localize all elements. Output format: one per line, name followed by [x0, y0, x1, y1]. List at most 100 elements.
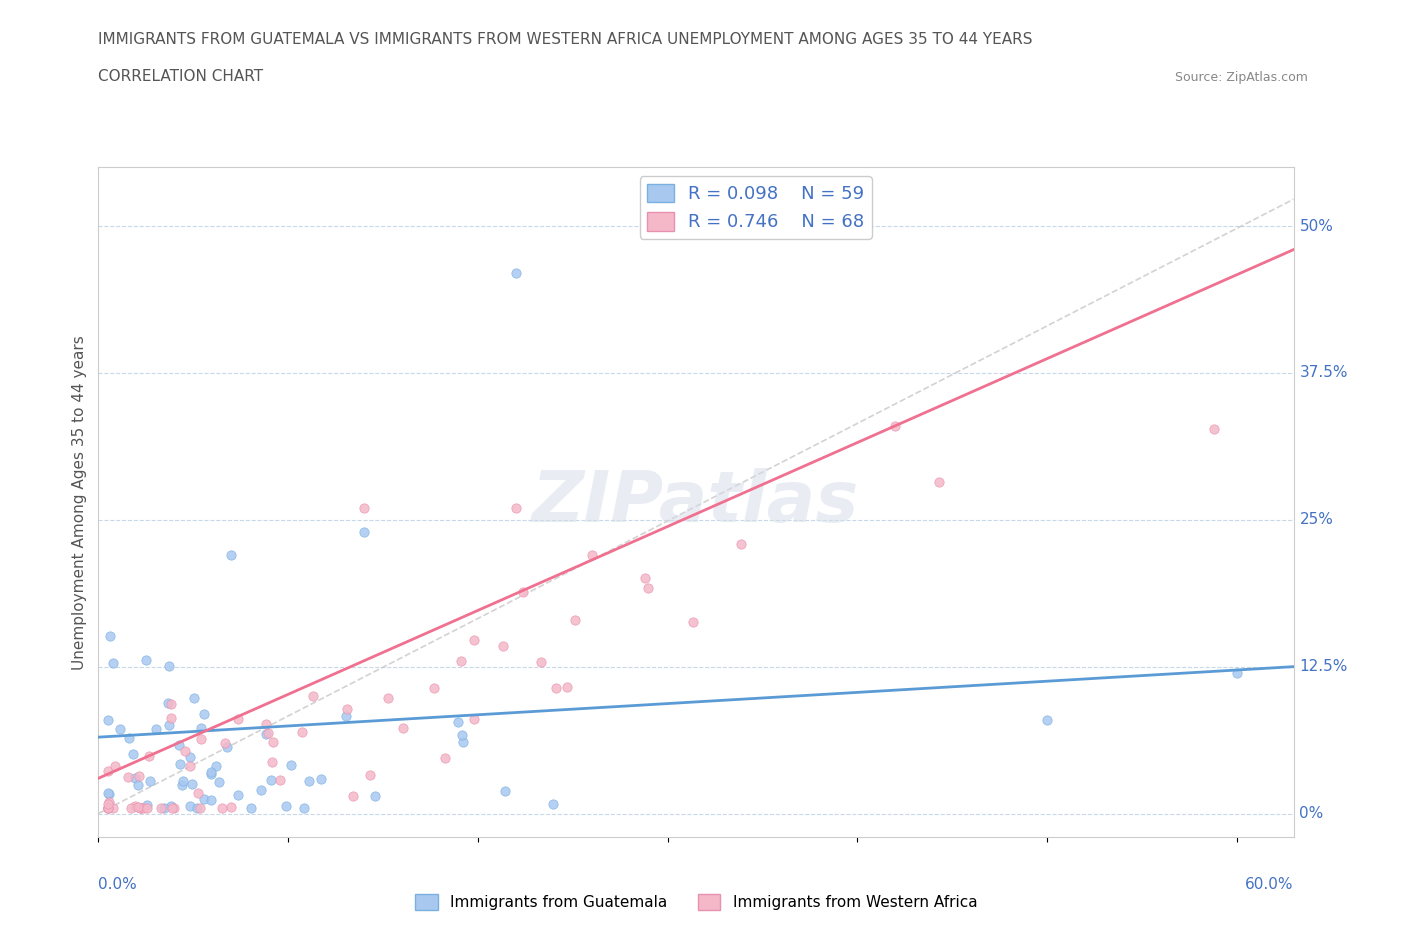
Point — [97, 800, 120, 815]
Point — [250, 783, 273, 798]
Point — [103, 800, 125, 815]
Point — [127, 800, 149, 815]
Point — [157, 717, 180, 732]
Point — [1036, 712, 1059, 727]
Point — [423, 681, 446, 696]
Point — [546, 681, 568, 696]
Point — [162, 800, 184, 815]
Point — [200, 767, 222, 782]
Point — [157, 658, 180, 673]
Point — [377, 691, 399, 706]
Point — [633, 570, 655, 585]
Y-axis label: Unemployment Among Ages 35 to 44 years: Unemployment Among Ages 35 to 44 years — [72, 335, 87, 670]
Text: CORRELATION CHART: CORRELATION CHART — [98, 69, 263, 84]
Point — [280, 758, 302, 773]
Point — [1202, 421, 1225, 436]
Point — [138, 749, 160, 764]
Point — [226, 787, 249, 802]
Point — [260, 755, 283, 770]
Point — [127, 777, 149, 792]
Point — [494, 784, 516, 799]
Point — [190, 721, 212, 736]
Point — [135, 653, 157, 668]
Point — [219, 799, 242, 814]
Point — [169, 757, 191, 772]
Point — [298, 774, 321, 789]
Point — [204, 759, 226, 774]
Text: Source: ZipAtlas.com: Source: ZipAtlas.com — [1174, 71, 1308, 84]
Point — [217, 739, 239, 754]
Point — [122, 747, 145, 762]
Point — [97, 800, 120, 815]
Text: 25%: 25% — [1299, 512, 1333, 527]
Point — [447, 715, 470, 730]
Point — [226, 711, 249, 726]
Point — [200, 764, 222, 779]
Point — [97, 800, 120, 815]
Point — [108, 722, 131, 737]
Point — [342, 789, 364, 804]
Point — [335, 709, 357, 724]
Text: 0.0%: 0.0% — [98, 877, 138, 892]
Point — [208, 775, 231, 790]
Point — [97, 787, 120, 802]
Point — [505, 266, 527, 281]
Point — [254, 726, 277, 741]
Point — [101, 656, 124, 671]
Point — [187, 785, 209, 800]
Point — [117, 770, 139, 785]
Point — [530, 655, 553, 670]
Point — [309, 772, 332, 787]
Point — [97, 797, 120, 812]
Point — [136, 800, 159, 815]
Point — [180, 777, 202, 791]
Point — [359, 768, 381, 783]
Point — [730, 537, 752, 551]
Point — [682, 614, 704, 629]
Point — [491, 638, 513, 653]
Point — [451, 735, 474, 750]
Point — [117, 730, 139, 745]
Point — [160, 711, 183, 725]
Point — [183, 691, 205, 706]
Point — [97, 794, 120, 809]
Point — [451, 727, 474, 742]
Point — [463, 711, 485, 726]
Point — [260, 772, 283, 787]
Point — [163, 800, 186, 815]
Point — [214, 736, 236, 751]
Point — [97, 800, 120, 815]
Point — [269, 773, 291, 788]
Point — [353, 525, 375, 539]
Point — [190, 732, 212, 747]
Point — [97, 785, 120, 800]
Point — [1226, 665, 1249, 680]
Point — [186, 800, 208, 815]
Point — [363, 789, 385, 804]
Legend: R = 0.098    N = 59, R = 0.746    N = 68: R = 0.098 N = 59, R = 0.746 N = 68 — [640, 177, 872, 239]
Point — [450, 654, 472, 669]
Point — [391, 721, 413, 736]
Text: 50%: 50% — [1299, 219, 1333, 233]
Point — [564, 613, 586, 628]
Point — [124, 799, 146, 814]
Text: 0%: 0% — [1299, 806, 1323, 821]
Point — [129, 800, 152, 815]
Point — [97, 764, 120, 778]
Point — [97, 713, 120, 728]
Point — [256, 725, 278, 740]
Point — [124, 771, 146, 786]
Point — [353, 500, 375, 515]
Point — [153, 800, 176, 815]
Point — [928, 474, 950, 489]
Point — [292, 800, 315, 815]
Point — [145, 722, 167, 737]
Point — [254, 717, 277, 732]
Point — [240, 800, 263, 815]
Point — [156, 696, 179, 711]
Point — [129, 800, 152, 815]
Point — [104, 759, 127, 774]
Point — [174, 743, 197, 758]
Point — [136, 798, 159, 813]
Point — [884, 418, 907, 433]
